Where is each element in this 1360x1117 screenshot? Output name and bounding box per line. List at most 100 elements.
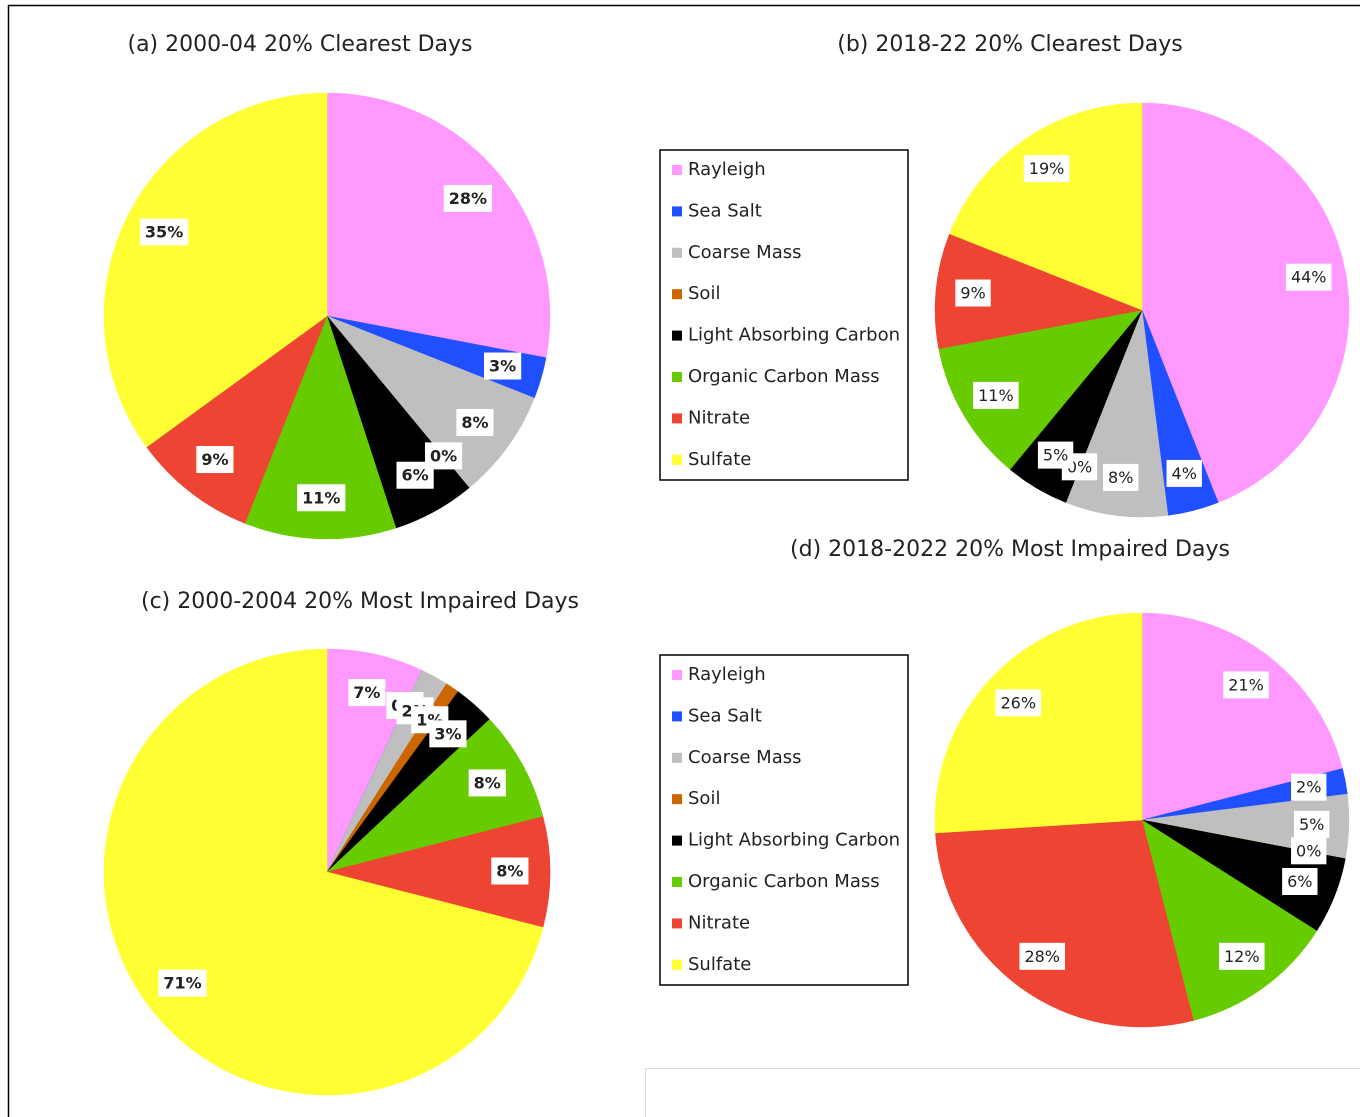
data-label-bg (196, 445, 234, 473)
legend-label: Rayleigh (688, 159, 766, 180)
pie-slice (1141, 612, 1343, 821)
legend-swatch (672, 206, 682, 217)
pie-slice (326, 816, 551, 928)
data-label: 35% (145, 222, 183, 241)
data-label: 8% (1108, 468, 1133, 487)
data-label-bg (1218, 942, 1265, 970)
legend-label: Sulfate (688, 954, 751, 975)
data-label: 28% (449, 189, 487, 208)
pie-slice (934, 233, 1143, 350)
data-label-bg (456, 408, 494, 436)
data-label: 28% (1024, 947, 1060, 966)
chart-title: (b) 2018-22 20% Clearest Days (837, 32, 1183, 57)
data-label: 7% (353, 683, 380, 702)
data-label: 12% (1224, 947, 1260, 966)
legend-label: Light Absorbing Carbon (688, 325, 900, 346)
data-label-bg (139, 218, 189, 246)
pie-slice (326, 315, 535, 489)
chart-title: (a) 2000-04 20% Clearest Days (127, 32, 472, 57)
data-label: 5% (1299, 815, 1324, 834)
data-label: 71% (163, 974, 201, 993)
legend-label: Coarse Mass (688, 747, 802, 768)
pie-slice (1141, 102, 1350, 503)
data-label-bg (396, 461, 434, 489)
legend-label: Nitrate (688, 912, 750, 933)
data-label-bg (955, 279, 991, 307)
pie-slice (934, 612, 1143, 834)
pie-slice (326, 92, 551, 359)
legend-label: Sulfate (688, 449, 751, 470)
legend-swatch (672, 247, 682, 258)
pie-slice (935, 819, 1194, 1028)
data-label: 6% (402, 466, 429, 485)
data-label: 19% (1029, 159, 1065, 178)
data-label: 8% (461, 413, 488, 432)
data-label-bg (297, 484, 346, 512)
data-label: 2% (1296, 778, 1321, 797)
legend-swatch (672, 372, 682, 382)
legend-swatch (672, 794, 682, 805)
data-label: 26% (1000, 693, 1036, 712)
legend-swatch (672, 165, 682, 175)
data-label-bg (1037, 441, 1074, 469)
data-label-bg (1166, 459, 1202, 487)
data-label-bg (1019, 942, 1066, 970)
data-label-bg (491, 857, 529, 885)
pie-slice (326, 718, 544, 873)
legend-swatch (672, 877, 682, 887)
legend-swatch (672, 413, 682, 424)
data-label: 6% (1287, 872, 1312, 891)
data-label: 21% (1228, 675, 1264, 694)
data-label-bg (484, 352, 522, 380)
data-label-bg (1293, 810, 1330, 838)
data-label: 8% (474, 773, 501, 792)
legend-swatch (672, 330, 682, 341)
legend-swatch (672, 752, 682, 763)
legend-label: Soil (688, 788, 720, 809)
data-label-bg (1023, 155, 1070, 183)
data-label-bg (1285, 263, 1332, 291)
data-label-bg (1223, 671, 1269, 699)
data-label: 9% (960, 284, 985, 303)
data-label-bg (995, 689, 1042, 717)
data-label: 0% (1296, 841, 1321, 860)
pie-slice (146, 315, 328, 524)
legend-label: Sea Salt (688, 705, 762, 726)
pie-slice (1141, 819, 1318, 1021)
frame (7, 4, 1360, 1117)
legend-label: Rayleigh (688, 664, 766, 685)
pie-slice (938, 309, 1143, 470)
data-label-bg (468, 769, 506, 797)
legend-label: Organic Carbon Mass (688, 366, 880, 387)
data-label-bg (1282, 867, 1318, 895)
legend-label: Nitrate (688, 407, 750, 428)
pie-slice (103, 648, 544, 1096)
legend-label: Organic Carbon Mass (688, 871, 880, 892)
legend-swatch (672, 289, 682, 300)
pie-slice (949, 102, 1143, 311)
legend-swatch (672, 959, 682, 970)
blank-box (645, 1068, 1360, 1117)
data-label-bg (973, 381, 1019, 409)
data-label: 5% (1043, 446, 1068, 465)
data-label-bg (429, 720, 467, 748)
data-label: 3% (489, 357, 516, 376)
legend-box (659, 149, 909, 481)
legend-swatch (672, 711, 682, 722)
data-label-bg (443, 184, 493, 212)
data-label: 9% (201, 450, 228, 469)
chart-title: (d) 2018-2022 20% Most Impaired Days (790, 537, 1230, 562)
data-label-bg (158, 969, 207, 997)
legend-label: Soil (688, 283, 720, 304)
data-label-bg (1291, 773, 1327, 801)
data-label: 11% (978, 386, 1014, 405)
legend-box (659, 654, 909, 986)
data-label-bg (1103, 463, 1139, 491)
legend-swatch (672, 835, 682, 846)
legend-label: Sea Salt (688, 200, 762, 221)
data-label-bg (348, 679, 386, 707)
legend-swatch (672, 670, 682, 680)
data-label: 8% (496, 862, 523, 881)
